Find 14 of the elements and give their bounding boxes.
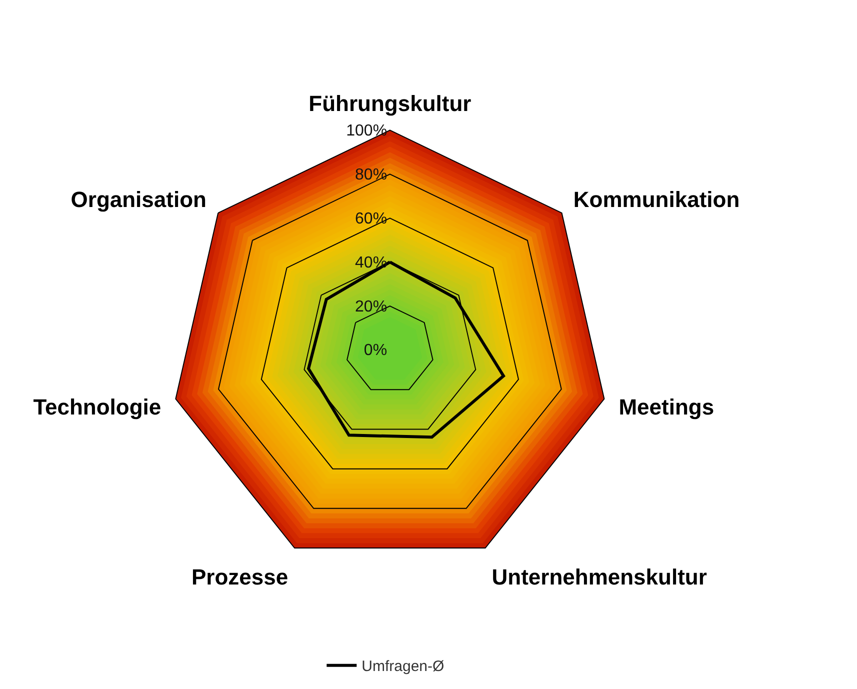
y-tick-label: 60% [355, 210, 388, 228]
spoke-label: Führungskultur [308, 90, 472, 116]
legend-label: Umfragen-Ø [362, 658, 445, 676]
spoke-label: Organisation [70, 186, 206, 212]
y-tick-label: 100% [346, 122, 388, 140]
spoke-label: Unternehmenskultur [492, 564, 708, 590]
y-tick-label: 80% [355, 166, 388, 184]
y-tick-label: 40% [355, 254, 388, 272]
spoke-label: Kommunikation [573, 186, 740, 212]
spoke-label: Meetings [618, 394, 714, 420]
y-tick-label: 20% [355, 298, 388, 316]
spoke-label: Prozesse [191, 564, 288, 590]
y-tick-label: 0% [364, 342, 388, 360]
spoke-label: Technologie [33, 394, 162, 420]
